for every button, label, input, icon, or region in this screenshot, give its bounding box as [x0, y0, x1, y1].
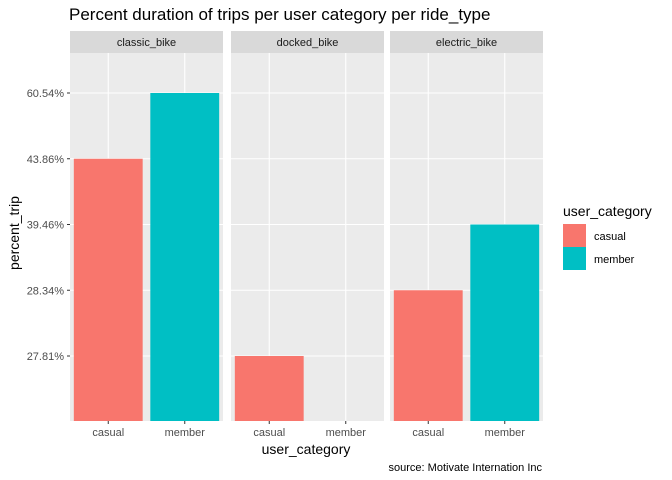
facet-strip-label: docked_bike	[277, 37, 339, 49]
y-tick-label: 60.54%	[27, 88, 65, 100]
legend-title: user_category	[563, 203, 652, 219]
facet-strip	[231, 31, 384, 53]
legend-label: casual	[594, 231, 626, 243]
facet-strip	[70, 31, 223, 53]
x-tick-label: member	[165, 427, 206, 439]
x-tick-label: casual	[253, 427, 285, 439]
x-axis-title: user_category	[262, 441, 351, 457]
facet-strip-label: classic_bike	[117, 37, 176, 49]
facet-strip-label: electric_bike	[436, 37, 497, 49]
x-tick-label: casual	[412, 427, 444, 439]
x-tick-label: casual	[92, 427, 124, 439]
x-tick-label: member	[326, 427, 367, 439]
legend: user_category casual member	[563, 203, 652, 270]
bar-docked_bike-casual	[234, 356, 304, 421]
y-axis-title: percent_trip	[6, 196, 22, 270]
y-axis: 27.81% 28.34% 39.46% 43.86% 60.54%	[27, 88, 70, 363]
bar-classic_bike-casual	[73, 158, 143, 421]
bar-classic_bike-member	[150, 93, 220, 421]
chart-title: Percent duration of trips per user categ…	[69, 5, 490, 24]
legend-key-casual	[563, 224, 586, 247]
legend-label: member	[594, 254, 635, 266]
bar-electric_bike-member	[470, 224, 540, 421]
bar-electric_bike-casual	[393, 290, 463, 421]
y-tick-label: 43.86%	[27, 154, 65, 166]
legend-key-member	[563, 247, 586, 270]
facet-strip	[390, 31, 543, 53]
chart-caption: source: Motivate Internation Inc	[389, 462, 543, 474]
x-tick-label: member	[485, 427, 526, 439]
y-tick-label: 39.46%	[27, 220, 65, 232]
y-tick-label: 28.34%	[27, 285, 65, 297]
y-tick-label: 27.81%	[27, 351, 65, 363]
